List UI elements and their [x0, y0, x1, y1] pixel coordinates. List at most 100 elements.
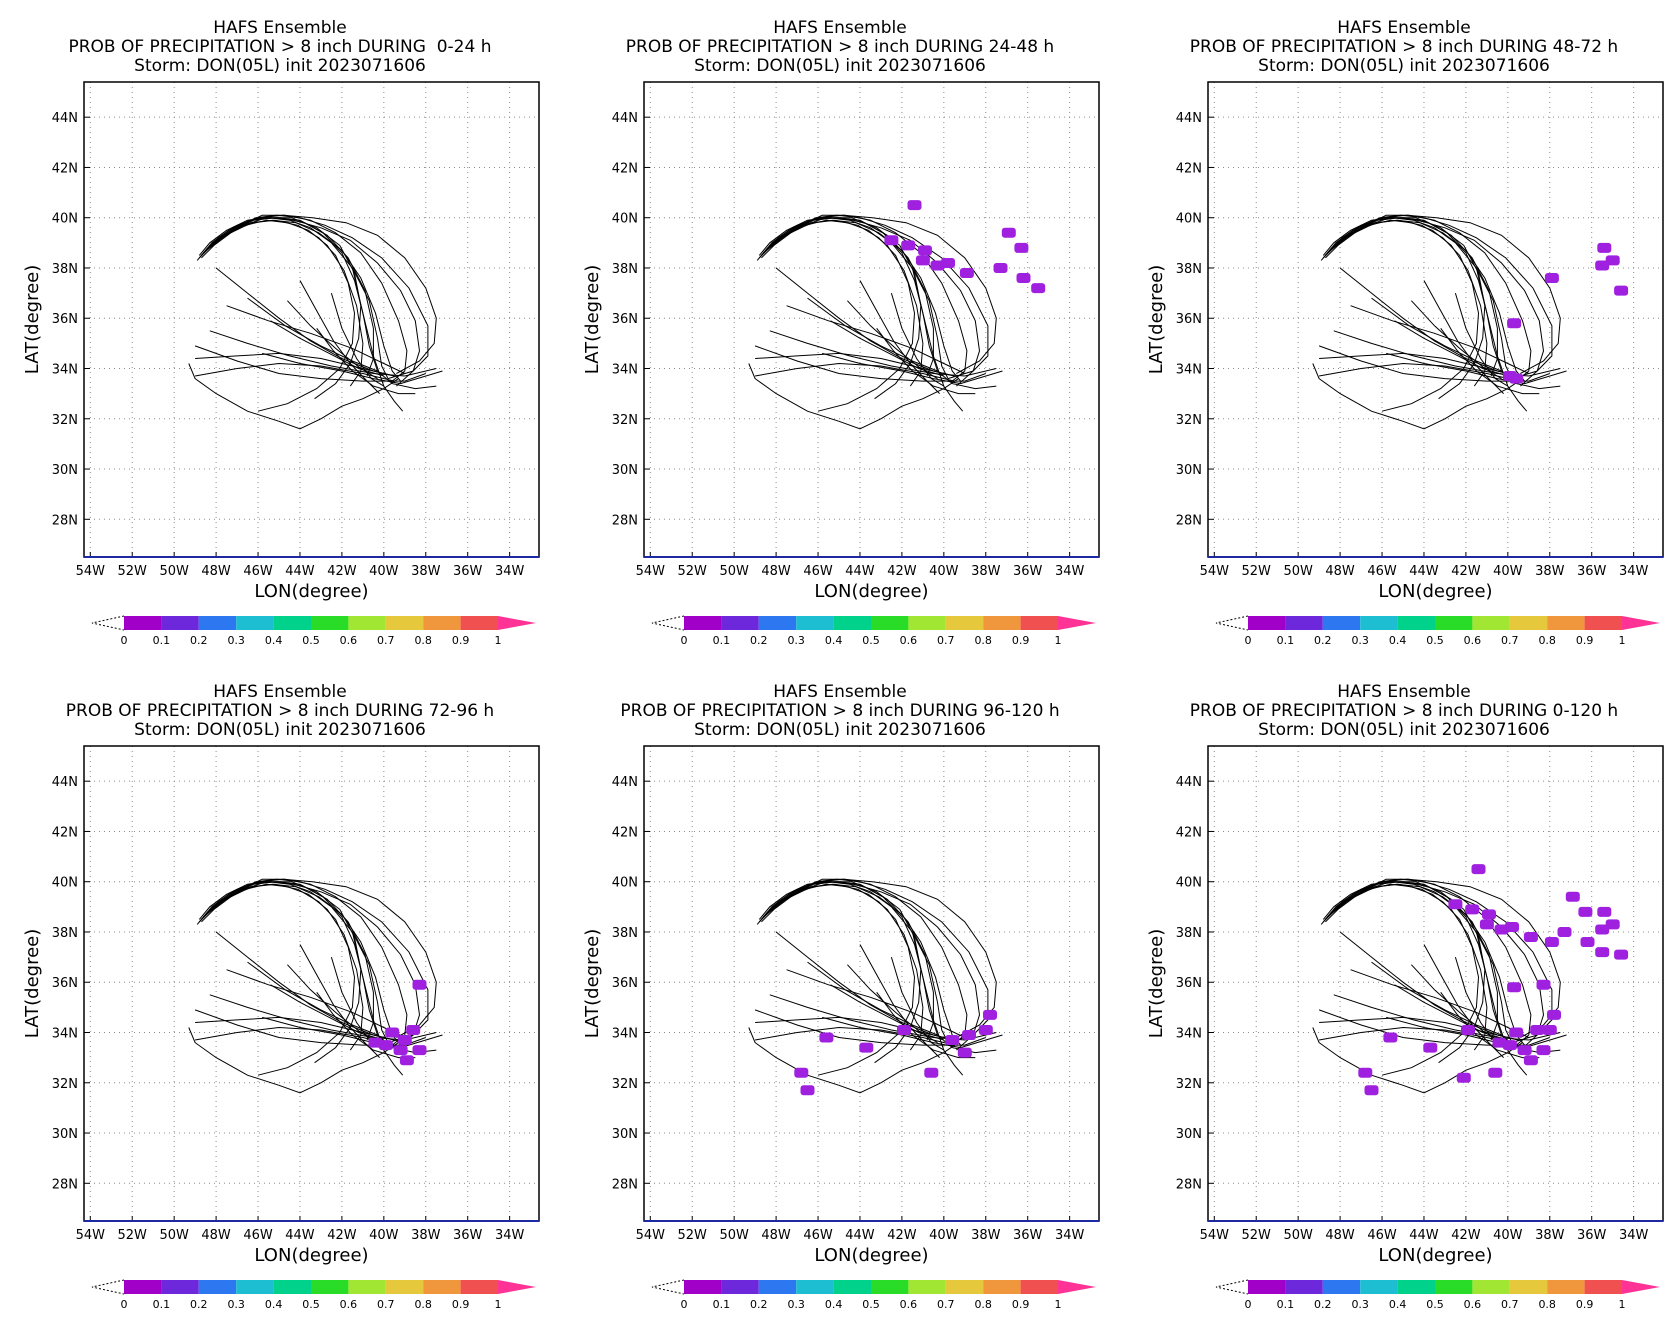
y-tick-label: 42N — [1176, 825, 1202, 840]
precip-prob-blob — [924, 1067, 939, 1078]
colorbar-swatch — [311, 1280, 349, 1294]
precip-prob-blob — [962, 1030, 976, 1040]
colorbar-under-triangle — [651, 615, 685, 631]
colorbar-label: 0.9 — [452, 634, 470, 647]
colorbar-under-triangle — [91, 615, 125, 631]
precip-prob-blob — [1031, 283, 1046, 294]
x-tick-label: 48W — [1325, 1228, 1355, 1243]
panel-storm-info: Storm: DON(05L) init 2023071606 — [134, 720, 426, 740]
precip-prob-blob — [884, 235, 899, 246]
panel-subtitle: PROB OF PRECIPITATION > 8 inch DURING 24… — [626, 37, 1054, 57]
colorbar-swatch — [1397, 1280, 1435, 1294]
panel-subtitle: PROB OF PRECIPITATION > 8 inch DURING 72… — [66, 701, 494, 721]
x-tick-label: 42W — [887, 564, 917, 579]
ensemble-track — [1312, 1027, 1523, 1094]
colorbar-label: 0.8 — [974, 634, 992, 647]
x-tick-label: 54W — [76, 564, 106, 579]
precip-prob-blob — [1536, 1045, 1551, 1056]
precip-prob-blob — [978, 1025, 993, 1035]
precip-prob-blob — [1001, 227, 1016, 238]
colorbar-swatch — [124, 616, 162, 630]
x-tick-label: 40W — [1493, 1228, 1523, 1243]
y-tick-label: 36N — [52, 312, 78, 327]
precip-prob-blob — [1423, 1042, 1438, 1053]
colorbar-swatch — [721, 616, 759, 630]
x-tick-label: 34W — [1055, 1228, 1085, 1243]
x-tick-label: 34W — [495, 1228, 525, 1243]
colorbar-swatch — [236, 1280, 274, 1294]
x-tick-label: 50W — [159, 564, 189, 579]
x-tick-label: 48W — [201, 1228, 231, 1243]
colorbar-label: 1 — [1055, 1298, 1062, 1311]
colorbar-swatch — [385, 1280, 424, 1294]
precip-prob-blob — [1578, 906, 1593, 917]
precip-prob-blob — [412, 1045, 427, 1056]
x-tick-label: 36W — [1013, 1228, 1043, 1243]
x-tick-label: 48W — [761, 564, 791, 579]
x-axis-label: LON(degree) — [1378, 581, 1492, 602]
x-axis-label: LON(degree) — [254, 581, 368, 602]
x-tick-label: 42W — [327, 564, 357, 579]
ensemble-track — [194, 345, 426, 382]
ensemble-track — [758, 217, 949, 379]
ensemble-track — [748, 363, 959, 430]
colorbar: 0 0.1 0.2 0.3 0.4 0.5 0.6 0.7 0.8 0.9 1 — [91, 1279, 536, 1311]
colorbar-label: 0.1 — [713, 634, 731, 647]
ensemble-track — [194, 1009, 426, 1046]
colorbar-swatch — [833, 616, 871, 630]
precip-prob-blob — [941, 258, 955, 268]
ensemble-track — [1319, 1016, 1519, 1041]
colorbar-swatch — [311, 616, 349, 630]
x-tick-label: 40W — [369, 564, 399, 579]
x-tick-label: 52W — [678, 1228, 708, 1243]
ensemble-track — [1350, 305, 1530, 374]
colorbar-swatch — [871, 616, 909, 630]
ensemble-track — [876, 328, 976, 395]
x-tick-label: 42W — [887, 1228, 917, 1243]
precip-prob-blob — [957, 1047, 972, 1058]
precip-prob-blob — [1358, 1067, 1373, 1078]
precip-prob-blob — [1014, 242, 1029, 253]
colorbar-label: 0.6 — [900, 634, 918, 647]
precip-prob-blob — [901, 240, 916, 251]
y-tick-label: 28N — [52, 1177, 78, 1192]
precip-prob-blob — [918, 245, 932, 256]
ensemble-track — [748, 1027, 959, 1094]
y-tick-label: 34N — [1176, 363, 1202, 378]
precip-prob-blob — [983, 1009, 997, 1020]
precip-prob-blob — [1605, 255, 1620, 266]
colorbar-label: 0.8 — [1538, 634, 1556, 647]
colorbar-label: 0.8 — [414, 1298, 432, 1311]
colorbar-swatch — [1584, 1280, 1622, 1294]
precip-prob-blob — [1523, 1055, 1538, 1066]
x-tick-label: 52W — [678, 564, 708, 579]
colorbar-label: 0 — [1245, 634, 1252, 647]
x-tick-label: 38W — [411, 1228, 441, 1243]
precip-prob-blob — [412, 979, 427, 990]
ensemble-track — [754, 1009, 986, 1046]
colorbar-swatch — [1509, 1280, 1548, 1294]
y-tick-label: 30N — [52, 1127, 78, 1142]
panel-title: HAFS Ensemble — [1337, 682, 1470, 702]
colorbar-label: 0.4 — [1389, 1298, 1407, 1311]
colorbar-swatch — [1322, 616, 1361, 630]
x-tick-label: 40W — [929, 564, 959, 579]
ensemble-track — [830, 320, 944, 377]
ensemble-track — [270, 320, 384, 377]
ensemble-track — [786, 969, 966, 1038]
y-tick-label: 28N — [1176, 513, 1202, 528]
ensemble-track — [786, 305, 966, 374]
colorbar-swatch — [348, 616, 386, 630]
colorbar-swatch — [684, 616, 722, 630]
precip-prob-blob — [1465, 904, 1480, 915]
x-tick-label: 36W — [453, 564, 483, 579]
colorbar-label: 0.1 — [713, 1298, 731, 1311]
panel-subtitle: PROB OF PRECIPITATION > 8 inch DURING 48… — [1190, 37, 1618, 57]
x-tick-label: 36W — [453, 1228, 483, 1243]
colorbar-label: 1 — [495, 634, 502, 647]
colorbar-swatch — [833, 1280, 871, 1294]
x-tick-label: 46W — [243, 1228, 273, 1243]
colorbar-swatch — [423, 616, 461, 630]
